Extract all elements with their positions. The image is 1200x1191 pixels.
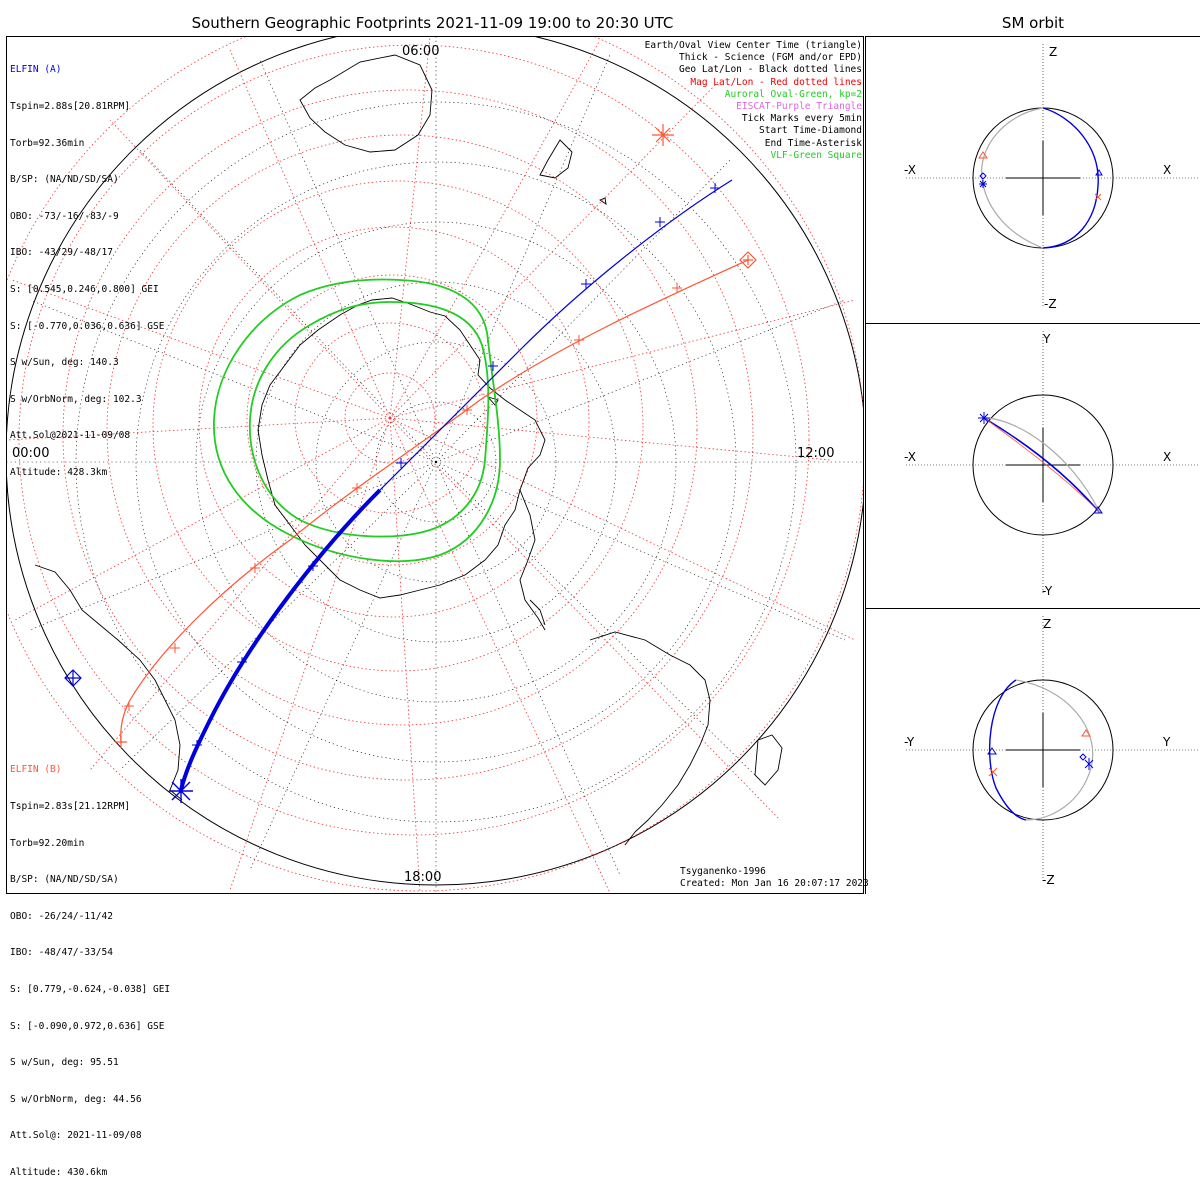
australia-coast — [299, 54, 433, 153]
legend-item: Tick Marks every 5min — [741, 113, 862, 125]
elfin-a-name: ELFIN (A) — [10, 64, 62, 76]
sm-xz-hpos-label: X — [1163, 163, 1171, 177]
madagascar-coast — [754, 734, 783, 786]
sm-panel-yz — [866, 608, 1200, 894]
elfin-a-line: S: [0.545,0.246,0.800] GEI — [10, 283, 159, 295]
elfin-b-line: OBO: -26/24/-11/42 — [10, 910, 113, 922]
footprint-map-frame — [6, 36, 864, 894]
elfin-a-line: Att.Sol@2021-11-09/08 — [10, 430, 131, 442]
plot-title: Southern Geographic Footprints 2021-11-0… — [191, 14, 674, 32]
sm-xz-pos-label: Z — [1049, 45, 1057, 59]
new-zealand-coast — [539, 139, 573, 179]
africa-coast — [589, 631, 711, 846]
elfin-b-end-asterisk — [115, 736, 127, 748]
coastlines — [34, 54, 783, 846]
elfin-b-line: S: [0.779,-0.624,-0.038] GEI — [10, 983, 171, 995]
sm-xy-hpos-label: X — [1163, 450, 1171, 464]
sm-plot-xz: Z -Z -X X — [904, 44, 1200, 311]
elfin-b-start-diamond — [739, 251, 757, 269]
created-date: Created: Mon Jan 16 20:07:17 2023 — [680, 878, 869, 890]
legend-item: Thick - Science (FGM and/or EPD) — [678, 52, 862, 64]
elfin-b-line: S w/OrbNorm, deg: 44.56 — [10, 1093, 142, 1105]
antarctica-coast — [257, 297, 546, 599]
legend-item: EISCAT-Purple Triangle — [736, 100, 862, 112]
legend-item: Earth/Oval View Center Time (triangle) — [644, 40, 862, 51]
sm-plot-yz: Z -Z -Y Y — [904, 616, 1200, 887]
credits: Tsyganenko-1996 Created: Mon Jan 16 20:0… — [680, 866, 869, 890]
mag-grid — [7, 37, 863, 893]
elfin-b-line: IBO: -48/47/-33/54 — [10, 947, 113, 959]
antarctic-peninsula — [519, 489, 546, 631]
legend-item: Auroral Oval-Green, kp=2 — [724, 88, 862, 100]
elfin-a-track — [169, 179, 733, 803]
elfin-b-name: ELFIN (B) — [10, 764, 62, 776]
sm-panels-divider — [865, 36, 866, 894]
auroral-oval — [213, 278, 501, 563]
elfin-a-line: Altitude: 428.3km — [10, 466, 108, 478]
elfin-b-line: Altitude: 430.6km — [10, 1166, 108, 1178]
elfin-b-line: Torb=92.20min — [10, 837, 85, 849]
sm-xy-pos-label: Y — [1042, 332, 1051, 346]
legend-item: VLF-Green Square — [770, 149, 862, 161]
elfin-a-info: ELFIN (A) Tspin=2.88s[20.81RPM] Torb=92.… — [10, 40, 164, 491]
south-america-coast — [34, 564, 183, 801]
legend-item: Geo Lat/Lon - Black dotted lines — [678, 64, 862, 76]
sm-orbit-title: SM orbit — [1001, 14, 1065, 32]
elfin-a-line: S w/Sun, deg: 140.3 — [10, 357, 119, 369]
footprint-map — [7, 37, 863, 893]
sm-yz-hpos-label: Y — [1162, 735, 1171, 749]
sm-yz-pos-label: Z — [1043, 617, 1051, 631]
elfin-b-line: S: [-0.090,0.972,0.636] GSE — [10, 1020, 165, 1032]
auroral-oval-outer — [213, 278, 501, 563]
sm-yz-neg-label: -Z — [1042, 873, 1055, 887]
elfin-b-info: ELFIN (B) Tspin=2.83s[21.12RPM] Torb=92.… — [10, 740, 170, 1191]
sm-plot-xy: Y -Y -X X — [904, 331, 1200, 598]
time-label-left: 00:00 — [12, 446, 50, 461]
sm-xz-hneg-label: -X — [904, 163, 916, 177]
legend-item: End Time-Asterisk — [764, 137, 862, 149]
legend-item: Mag Lat/Lon - Red dotted lines — [690, 76, 862, 88]
elfin-a-line: B/SP: (NA/ND/SD/SA) — [10, 174, 119, 186]
earth-limb — [7, 37, 863, 886]
sm-xy-neg-label: -Y — [1042, 584, 1053, 598]
model-name: Tsyganenko-1996 — [680, 866, 766, 877]
elfin-a-end-asterisk — [169, 779, 193, 803]
elfin-a-line: S: [-0.770,0.036,0.636] GSE — [10, 320, 165, 332]
elfin-a-line: OBO: -73/-16/-83/-9 — [10, 210, 119, 222]
sm-xz-neg-label: -Z — [1044, 297, 1057, 311]
sm-orbit-plots: Z -Z -X X Y -Y -X X Z -Z - — [904, 44, 1200, 887]
sm-yz-hneg-label: -Y — [904, 735, 915, 749]
elfin-b-line: Att.Sol@: 2021-11-09/08 — [10, 1130, 142, 1142]
elfin-a-line: Tspin=2.88s[20.81RPM] — [10, 101, 131, 112]
legend: Earth/Oval View Center Time (triangle) T… — [645, 40, 862, 162]
station-marker — [64, 669, 82, 687]
legend-item: Start Time-Diamond — [759, 125, 862, 137]
elfin-a-line: S w/OrbNorm, deg: 102.3 — [10, 393, 142, 405]
sm-xy-hneg-label: -X — [904, 450, 916, 464]
sm-panel-xz — [866, 36, 1200, 324]
time-label-top: 06:00 — [402, 44, 440, 59]
elfin-a-line: IBO: -43/29/-48/17 — [10, 247, 113, 259]
geo-grid — [7, 37, 863, 893]
elfin-b-track — [115, 124, 757, 748]
elfin-b-line: B/SP: (NA/ND/SD/SA) — [10, 874, 119, 886]
elfin-a-line: Torb=92.36min — [10, 137, 85, 149]
elfin-b-line: Tspin=2.83s[21.12RPM] — [10, 801, 131, 812]
sm-panel-xy — [866, 323, 1200, 609]
time-label-bottom: 18:00 — [404, 870, 442, 885]
elfin-b-line: S w/Sun, deg: 95.51 — [10, 1057, 119, 1069]
auroral-oval-inner — [248, 301, 490, 538]
time-label-right: 12:00 — [797, 446, 835, 461]
